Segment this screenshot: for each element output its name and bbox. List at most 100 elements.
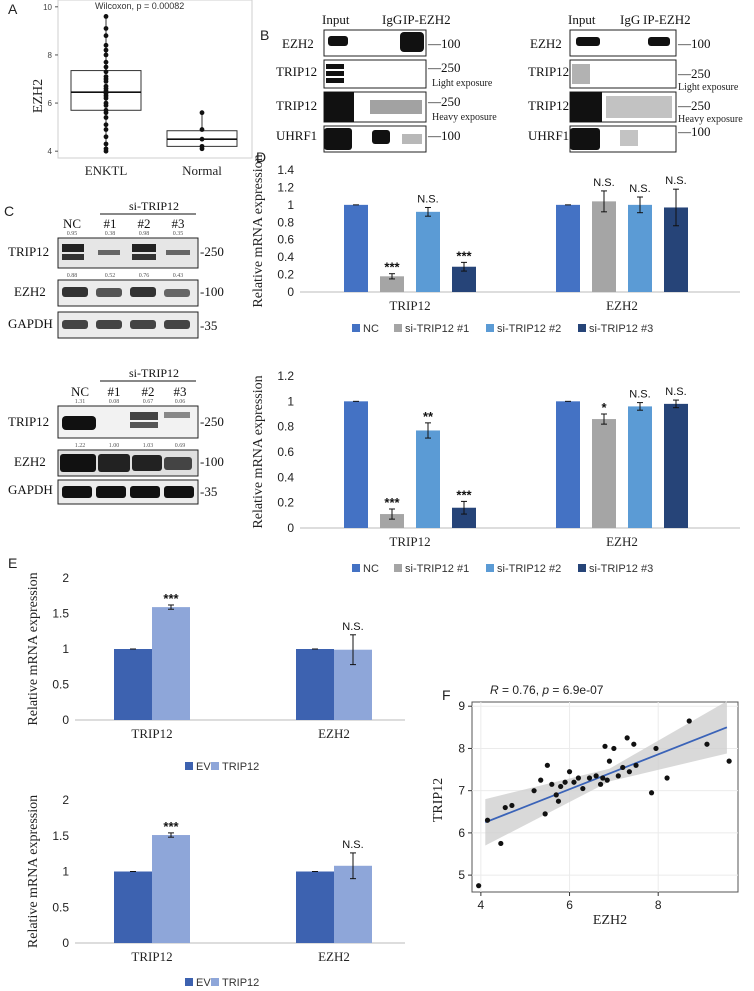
b-left-row-label: UHRF1 (276, 128, 317, 143)
data-point (103, 26, 109, 31)
bar-si-trip12-2 (628, 406, 652, 528)
significance-label: *** (384, 260, 400, 275)
panel-label-e: E (8, 555, 17, 571)
c-quant: 0.95 (67, 231, 78, 237)
y-tick-label: 0.4 (277, 250, 294, 264)
blot-band (324, 92, 354, 122)
bar-ev (296, 871, 334, 943)
y-tick-label: 6 (458, 826, 465, 840)
panel-label-a: A (8, 1, 18, 17)
y-tick-label: 0 (62, 936, 69, 950)
data-point (103, 141, 109, 147)
y-tick-label: 0.8 (277, 420, 294, 434)
legend-label: si-TRIP12 #3 (589, 323, 653, 335)
b-left-size: —250 (427, 94, 461, 109)
y-tick-label: 5 (458, 868, 465, 882)
legend-d-top: NC si-TRIP12 #1 si-TRIP12 #2 si-TRIP12 #3 (352, 323, 653, 335)
legend-d-bottom: NC si-TRIP12 #1 si-TRIP12 #2 si-TRIP12 #3 (352, 563, 653, 575)
blot-band (324, 128, 352, 150)
bar-si-trip12-1 (592, 201, 616, 292)
b-right-size: —100 (677, 36, 711, 51)
c-top-size: -100 (200, 284, 224, 299)
significance-label: N.S. (665, 175, 686, 187)
legend-label: si-TRIP12 #2 (497, 563, 561, 575)
b-left-row-label: TRIP12 (276, 64, 317, 79)
legend-label: si-TRIP12 #1 (405, 563, 469, 575)
c-bottom-size: -35 (200, 484, 217, 499)
bar-si-trip12-1 (380, 514, 404, 528)
b-right-exposure-note: Light exposure (678, 82, 739, 93)
panel-a-ylabel: EZH2 (31, 79, 46, 113)
scatter-point (653, 745, 659, 752)
blot-band (62, 254, 84, 260)
legend-label: EV (196, 977, 211, 989)
category-label: EZH2 (606, 298, 638, 313)
y-tick-label: 9 (458, 699, 465, 713)
blot-band (326, 71, 344, 76)
legend-swatch (211, 978, 219, 986)
c-lane-label: #2 (142, 384, 155, 399)
scatter-point (597, 781, 604, 787)
blot-band (576, 37, 600, 46)
legend-label: TRIP12 (222, 761, 259, 773)
category-label: TRIP12 (131, 726, 172, 741)
y-tick-label: 6 (48, 99, 53, 108)
c-bottom-row-label: GAPDH (8, 482, 53, 497)
y-tick-label: 0.6 (277, 445, 294, 459)
scatter-point (476, 883, 482, 889)
c-quant: 0.67 (143, 399, 154, 405)
b-right-input-header: Input (568, 12, 596, 27)
bar-si-trip12-2 (628, 204, 652, 292)
legend-swatch (352, 564, 360, 572)
x-tick-label: 4 (478, 898, 485, 912)
bar-trip12 (152, 835, 190, 943)
data-point (103, 33, 109, 39)
blot-band (372, 130, 390, 144)
significance-label: *** (163, 819, 179, 834)
c-bottom-group-label: si-TRIP12 (129, 366, 179, 380)
y-axis-title: Relative mRNA expression (26, 572, 41, 725)
y-tick-label: 7 (458, 784, 465, 798)
b-left-input-header: Input (322, 12, 350, 27)
wilcoxon-annotation: Wilcoxon, p = 0.00082 (95, 1, 184, 11)
scatter-point (566, 769, 573, 775)
scatter-point (484, 817, 491, 823)
b-left-size: —100 (427, 36, 461, 51)
c-lane-label: #1 (104, 216, 117, 231)
c-quant: 0.88 (67, 273, 78, 279)
scatter-point (553, 792, 559, 798)
c-quant: 0.35 (173, 231, 184, 237)
blot-band (96, 288, 122, 297)
data-point (103, 83, 109, 89)
y-axis-title: Relative mRNA expression (26, 795, 41, 948)
blot-band (130, 320, 156, 329)
data-point (103, 107, 109, 113)
panel-label-f: F (442, 687, 451, 703)
scatter-point (549, 781, 555, 787)
b-left-size: —250 (427, 60, 461, 75)
data-point (103, 42, 109, 48)
y-tick-label: 8 (458, 741, 465, 755)
bar-ev (296, 649, 334, 720)
y-tick-label: 1.2 (277, 369, 294, 383)
blot-band (164, 457, 192, 470)
c-quant: 0.52 (105, 273, 116, 279)
significance-label: N.S. (342, 839, 363, 851)
y-tick-label: 0.5 (52, 678, 69, 692)
y-tick-label: 1.4 (277, 163, 294, 177)
significance-label: * (601, 400, 607, 415)
legend-label: NC (363, 563, 379, 575)
category-label-enktl: ENKTL (85, 163, 128, 178)
c-quant: 1.31 (75, 399, 86, 405)
y-tick-label: 2 (62, 571, 69, 585)
legend-swatch (486, 564, 494, 572)
b-right-exposure-note: Heavy exposure (678, 114, 743, 125)
blot-band (570, 128, 600, 150)
scatter-point (602, 743, 608, 749)
y-tick-label: 0.2 (277, 496, 294, 510)
blot-band (96, 486, 126, 498)
c-bottom-size: -250 (200, 414, 224, 429)
panel-b-blots: B Input IgG IP-EZH2 EZH2 —100 TRIP12 —25… (260, 12, 743, 153)
c-top-size: -250 (200, 244, 224, 259)
